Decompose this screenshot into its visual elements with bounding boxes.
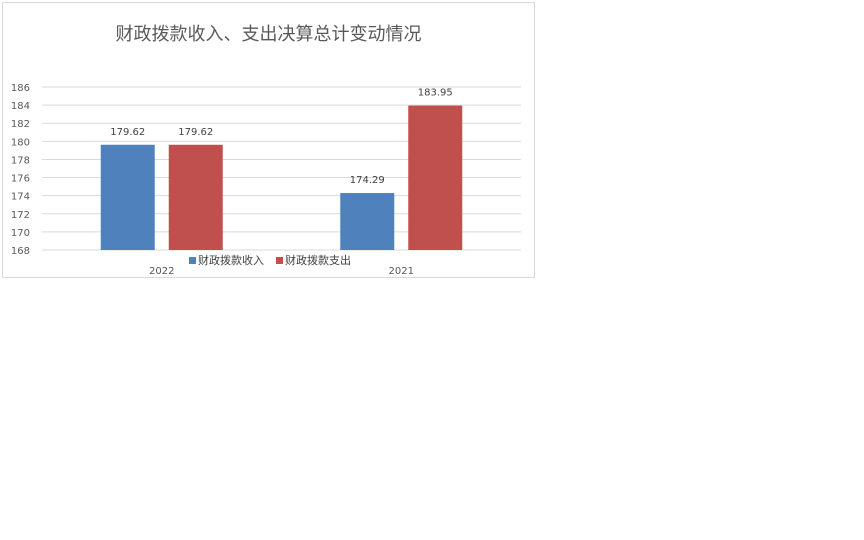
y-tick-label: 170 — [11, 228, 30, 239]
y-tick-label: 178 — [11, 155, 30, 166]
chart-title: 财政拨款收入、支出决算总计变动情况 — [115, 24, 422, 45]
legend: 财政拨款收入 财政拨款支出 — [0, 252, 540, 268]
data-label: 179.62 — [110, 127, 145, 138]
y-tick-label: 174 — [11, 192, 30, 203]
y-tick-label: 180 — [11, 137, 30, 148]
bar — [408, 105, 463, 250]
y-tick-label: 186 — [11, 83, 30, 94]
bar — [340, 193, 395, 250]
bar-chart: 168 170 172 174 176 178 180 182 184 186 179.62 179.… — [11, 83, 521, 277]
x-tick-label: 2021 — [389, 266, 414, 277]
data-label: 174.29 — [350, 175, 385, 186]
bar — [168, 144, 223, 250]
y-tick-label: 184 — [11, 101, 30, 112]
y-tick-label: 182 — [11, 119, 30, 130]
x-tick-label: 2022 — [149, 266, 174, 277]
y-tick-label: 176 — [11, 174, 30, 185]
y-tick-label: 172 — [11, 210, 30, 221]
legend-label: 财政拨款收入 — [198, 254, 264, 267]
bar — [100, 144, 155, 250]
data-label: 179.62 — [178, 127, 213, 138]
chart-frame — [2, 2, 535, 278]
data-label: 183.95 — [418, 88, 453, 99]
y-tick-label: 168 — [11, 246, 30, 257]
legend-item: 财政拨款收入 — [189, 254, 264, 267]
legend-label: 财政拨款支出 — [285, 254, 351, 267]
legend-swatch — [189, 257, 196, 264]
legend-swatch — [276, 257, 283, 264]
legend-item: 财政拨款支出 — [276, 254, 351, 267]
